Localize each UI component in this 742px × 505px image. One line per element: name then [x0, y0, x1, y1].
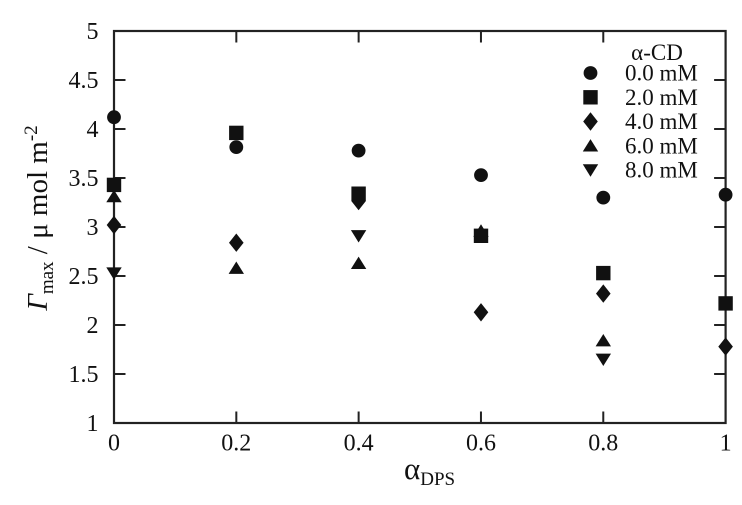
svg-text:0.6: 0.6 — [466, 431, 496, 457]
svg-text:4.0 mM: 4.0 mM — [625, 109, 698, 134]
svg-text:αDPS: αDPS — [404, 451, 455, 490]
svg-text:6.0 mM: 6.0 mM — [625, 133, 698, 158]
svg-text:0.4: 0.4 — [344, 431, 374, 457]
svg-text:1: 1 — [87, 411, 99, 437]
svg-text:3.5: 3.5 — [69, 166, 99, 192]
svg-text:2.0 mM: 2.0 mM — [625, 85, 698, 110]
svg-text:4.5: 4.5 — [69, 68, 99, 94]
svg-text:0.8: 0.8 — [588, 431, 618, 457]
svg-text:8.0 mM: 8.0 mM — [625, 158, 698, 183]
svg-text:0.0 mM: 0.0 mM — [625, 61, 698, 86]
svg-text:3: 3 — [87, 215, 99, 241]
svg-text:5: 5 — [87, 19, 99, 45]
svg-text:2.5: 2.5 — [69, 264, 99, 290]
svg-text:2: 2 — [87, 313, 99, 339]
svg-text:4: 4 — [87, 117, 99, 143]
svg-text:Γmax / μ mol m-2: Γmax / μ mol m-2 — [21, 125, 58, 311]
svg-text:1.5: 1.5 — [69, 362, 99, 388]
svg-text:1: 1 — [720, 431, 732, 457]
svg-text:α-CD: α-CD — [631, 40, 683, 65]
svg-text:0.2: 0.2 — [221, 431, 251, 457]
svg-text:0: 0 — [108, 431, 120, 457]
